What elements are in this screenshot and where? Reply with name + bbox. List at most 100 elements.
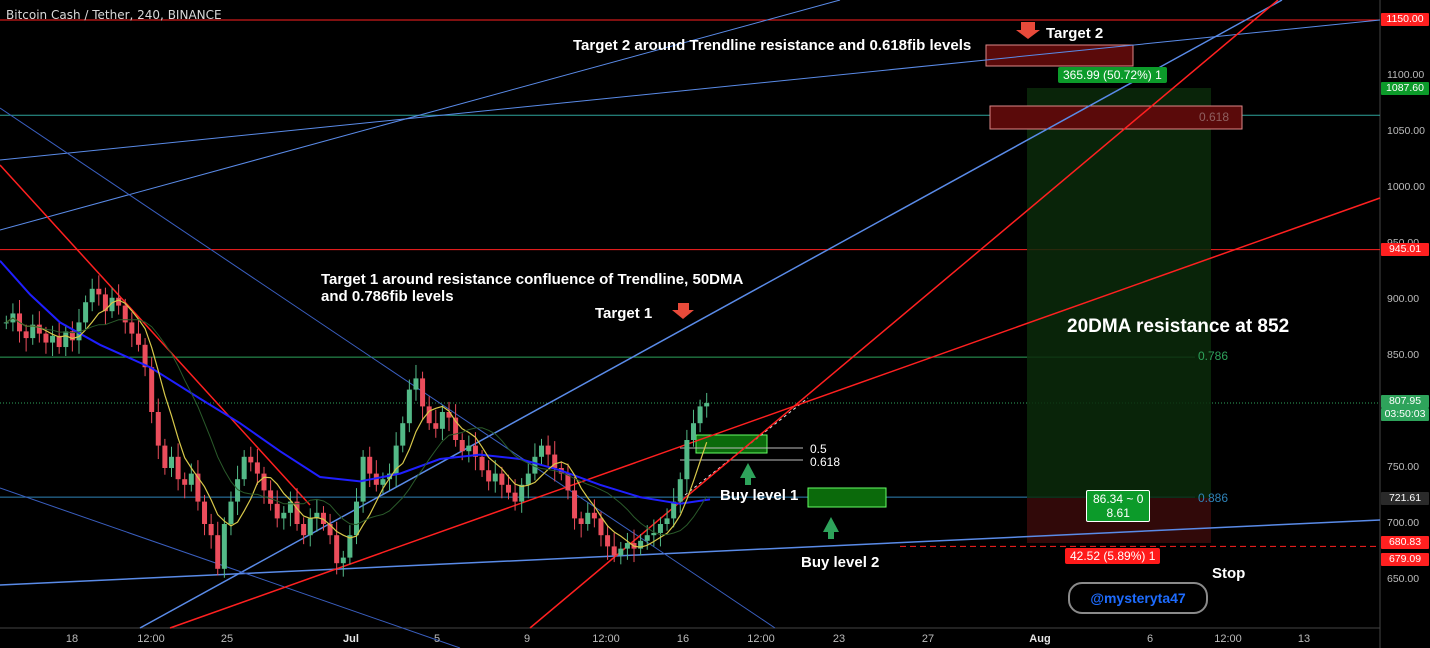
- time-tick: 12:00: [1214, 633, 1242, 645]
- mid-stat-tag: 86.34 ~ 0 8.61: [1086, 490, 1151, 522]
- candle-body: [294, 501, 300, 524]
- candle-body: [109, 297, 115, 312]
- buy1-arrow: [740, 463, 756, 485]
- price-tick: 750.00: [1387, 461, 1420, 473]
- price-tag-945: 945.01: [1381, 243, 1429, 256]
- candle-body: [453, 417, 459, 440]
- candle-body: [23, 331, 29, 339]
- candle-body: [525, 473, 531, 485]
- target1-note-line1: Target 1 around resistance confluence of…: [321, 271, 744, 288]
- candle-body: [367, 456, 373, 474]
- candle-body: [486, 470, 492, 482]
- time-tick: Aug: [1029, 633, 1051, 645]
- ma50-line: [0, 260, 711, 505]
- time-tick: 12:00: [137, 633, 165, 645]
- candle-body: [585, 512, 591, 524]
- candle-body: [129, 322, 135, 334]
- candle-body: [413, 378, 419, 390]
- candle-body: [241, 456, 247, 480]
- candle-body: [274, 503, 280, 519]
- price-tick: 700.00: [1387, 517, 1420, 529]
- price-tag-1087: 1087.60: [1381, 82, 1429, 95]
- candle-body: [380, 479, 386, 485]
- time-tick: 18: [65, 633, 79, 645]
- price-tag-721: 721.61: [1381, 492, 1429, 505]
- candle-body: [195, 473, 201, 502]
- target2-arrow: [1016, 22, 1040, 39]
- candle-body: [116, 297, 122, 306]
- candle-body: [611, 546, 617, 556]
- candle-body: [188, 473, 194, 485]
- price-tick: 900.00: [1387, 293, 1420, 305]
- candle-body: [254, 462, 260, 474]
- fib-label-0886: 0.886: [1198, 491, 1229, 505]
- candle-body: [102, 294, 108, 312]
- price-tick: 1100.00: [1387, 69, 1425, 81]
- time-tick: 16: [676, 633, 690, 645]
- candle-body: [162, 445, 168, 468]
- fib-0618-box: [989, 105, 1243, 130]
- candle-body: [135, 333, 141, 345]
- time-tick: 27: [921, 633, 935, 645]
- time-tick: 13: [1297, 633, 1311, 645]
- candle-body: [360, 456, 366, 502]
- target2-note: Target 2 around Trendline resistance and…: [573, 37, 972, 54]
- time-tick: 5: [433, 633, 441, 645]
- candle-body: [598, 518, 604, 536]
- trendline: [0, 0, 841, 231]
- candle-body: [459, 440, 465, 452]
- candle-body: [704, 403, 710, 407]
- candle-body: [287, 501, 293, 513]
- candle-body: [50, 335, 56, 343]
- candle-body: [565, 473, 571, 491]
- candle-body: [248, 456, 254, 463]
- buy-level-2-label: Buy level 2: [801, 554, 880, 571]
- candle-body: [505, 484, 511, 493]
- candle-body: [202, 501, 208, 524]
- candle-body: [149, 367, 155, 412]
- target1-arrow: [672, 303, 694, 319]
- dma20-note: 20DMA resistance at 852: [1067, 316, 1290, 337]
- candle-body: [281, 512, 287, 519]
- candle-body: [677, 479, 683, 502]
- candle-body: [334, 535, 340, 564]
- trendline: [0, 19, 1381, 161]
- candle-body: [327, 524, 333, 536]
- candle-body: [657, 524, 663, 533]
- target-stat-tag: 365.99 (50.72%) 1: [1058, 67, 1167, 83]
- arrows: [672, 22, 1040, 539]
- price-tick: 850.00: [1387, 349, 1420, 361]
- candle-body: [644, 535, 650, 541]
- candle-body: [605, 535, 611, 547]
- price-tag-680: 680.83: [1381, 536, 1429, 549]
- time-tick: 12:00: [592, 633, 620, 645]
- candle-body: [406, 389, 412, 424]
- buy-zone-2: [807, 487, 887, 508]
- candle-body: [479, 456, 485, 471]
- stop-stat-tag: 42.52 (5.89%) 1: [1065, 548, 1161, 564]
- candle-body: [552, 454, 558, 468]
- trendline: [0, 519, 1381, 586]
- candle-body: [261, 473, 267, 491]
- time-tick: 12:00: [747, 633, 775, 645]
- fib-label-0618-small: 0.618: [810, 455, 841, 469]
- candle-body: [690, 423, 696, 440]
- candle-body: [83, 302, 89, 323]
- stop-label: Stop: [1212, 565, 1246, 582]
- candle-body: [439, 412, 445, 429]
- target2-box: [985, 44, 1134, 67]
- price-tick: 650.00: [1387, 573, 1420, 585]
- candle-body: [301, 524, 307, 536]
- candle-body: [43, 333, 49, 343]
- candle-body: [175, 456, 181, 480]
- trendline: [169, 197, 1381, 629]
- target1-note-line2: and 0.786fib levels: [321, 288, 454, 305]
- candle-body: [697, 406, 703, 424]
- candle-body: [182, 479, 188, 485]
- candle-body: [539, 445, 545, 457]
- candle-body: [89, 288, 95, 303]
- symbol-title: Bitcoin Cash / Tether, 240, BINANCE: [6, 8, 222, 22]
- time-tick: 9: [523, 633, 531, 645]
